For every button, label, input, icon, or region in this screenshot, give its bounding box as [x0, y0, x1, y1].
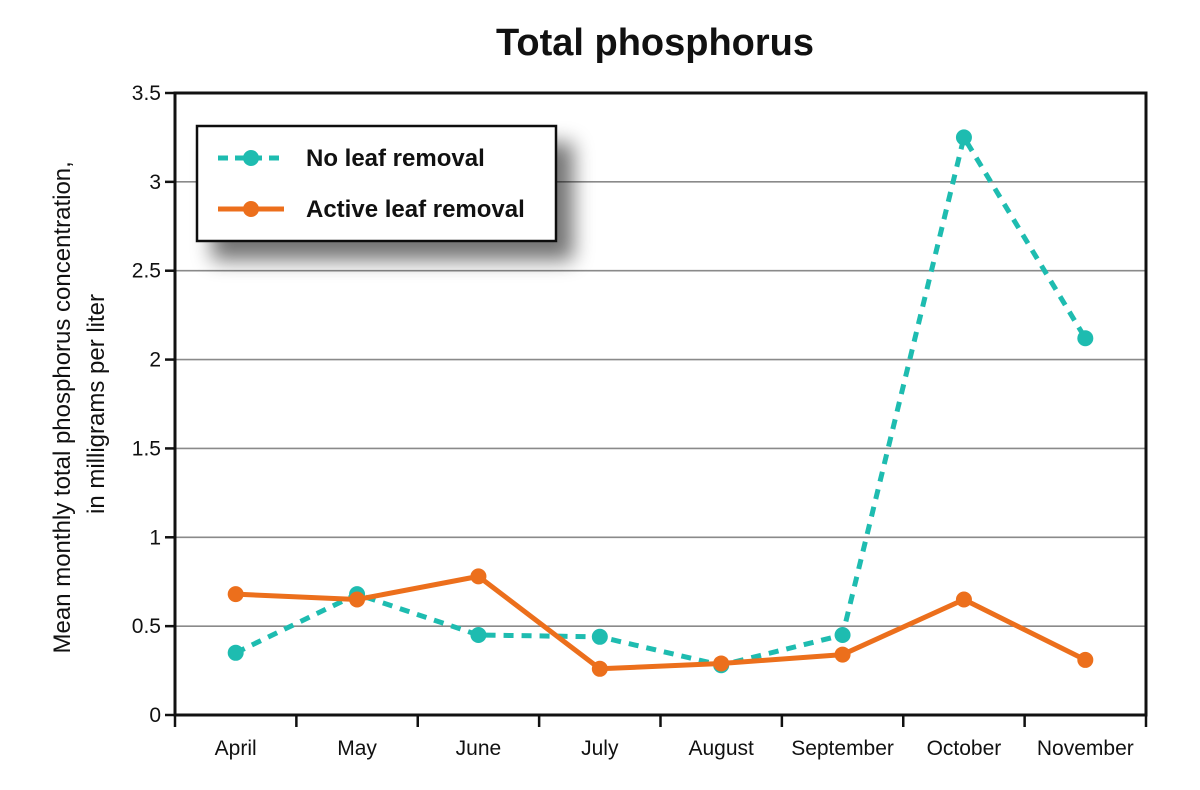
- y-tick-label-0: 0: [149, 704, 161, 727]
- legend-marker-active-leaf-removal: [243, 201, 259, 217]
- point-active-leaf-removal-august: [713, 655, 730, 672]
- point-active-leaf-removal-may: [349, 591, 366, 608]
- x-tick-label-september: September: [791, 737, 894, 760]
- point-active-leaf-removal-april: [227, 586, 244, 603]
- y-axis-title: Mean monthly total phosphorus concentrat…: [49, 155, 110, 654]
- point-no-leaf-removal-october: [955, 129, 972, 146]
- point-no-leaf-removal-april: [227, 644, 244, 661]
- y-tick-label-6: 3: [149, 171, 161, 194]
- legend-label-no-leaf-removal: No leaf removal: [306, 145, 485, 172]
- y-tick-label-1: 0.5: [132, 615, 161, 638]
- x-tick-label-october: October: [927, 737, 1002, 760]
- legend-label-active-leaf-removal: Active leaf removal: [306, 196, 525, 223]
- x-tick-label-july: July: [581, 737, 619, 760]
- point-no-leaf-removal-june: [470, 627, 487, 644]
- legend-marker-no-leaf-removal: [243, 150, 259, 166]
- x-tick-label-june: June: [456, 737, 502, 760]
- series-layer: [227, 129, 1094, 677]
- y-axis-ticks: 0 0.5 1 1.5 2 2.5 3 3.5: [132, 82, 175, 727]
- point-no-leaf-removal-november: [1077, 330, 1094, 347]
- y-tick-label-7: 3.5: [132, 82, 161, 105]
- y-axis-title-line-2: in milligrams per liter: [83, 294, 110, 514]
- point-active-leaf-removal-july: [591, 660, 608, 677]
- chart-title: Total phosphorus: [496, 22, 814, 64]
- point-active-leaf-removal-september: [834, 646, 851, 663]
- legend: No leaf removal Active leaf removal: [195, 124, 558, 243]
- x-tick-label-april: April: [215, 737, 257, 760]
- gridlines: [175, 181, 1146, 627]
- legend-box: [195, 124, 558, 243]
- x-tick-label-november: November: [1037, 737, 1134, 760]
- point-active-leaf-removal-june: [470, 568, 487, 585]
- y-tick-label-5: 2.5: [132, 260, 161, 283]
- series-active-leaf-removal: [227, 568, 1094, 677]
- y-tick-label-4: 2: [149, 349, 161, 372]
- y-tick-label-3: 1.5: [132, 437, 161, 460]
- point-no-leaf-removal-september: [834, 627, 851, 644]
- x-axis-ticks: April May June July August September October No…: [173, 715, 1148, 760]
- x-tick-label-may: May: [337, 737, 377, 760]
- point-active-leaf-removal-october: [955, 591, 972, 608]
- y-tick-label-2: 1: [149, 526, 161, 549]
- series-line-active-leaf-removal: [233, 573, 1088, 672]
- y-axis-title-line-1: Mean monthly total phosphorus concentrat…: [49, 161, 76, 653]
- point-no-leaf-removal-july: [591, 628, 608, 645]
- point-active-leaf-removal-november: [1077, 651, 1094, 668]
- x-tick-label-august: August: [688, 737, 754, 760]
